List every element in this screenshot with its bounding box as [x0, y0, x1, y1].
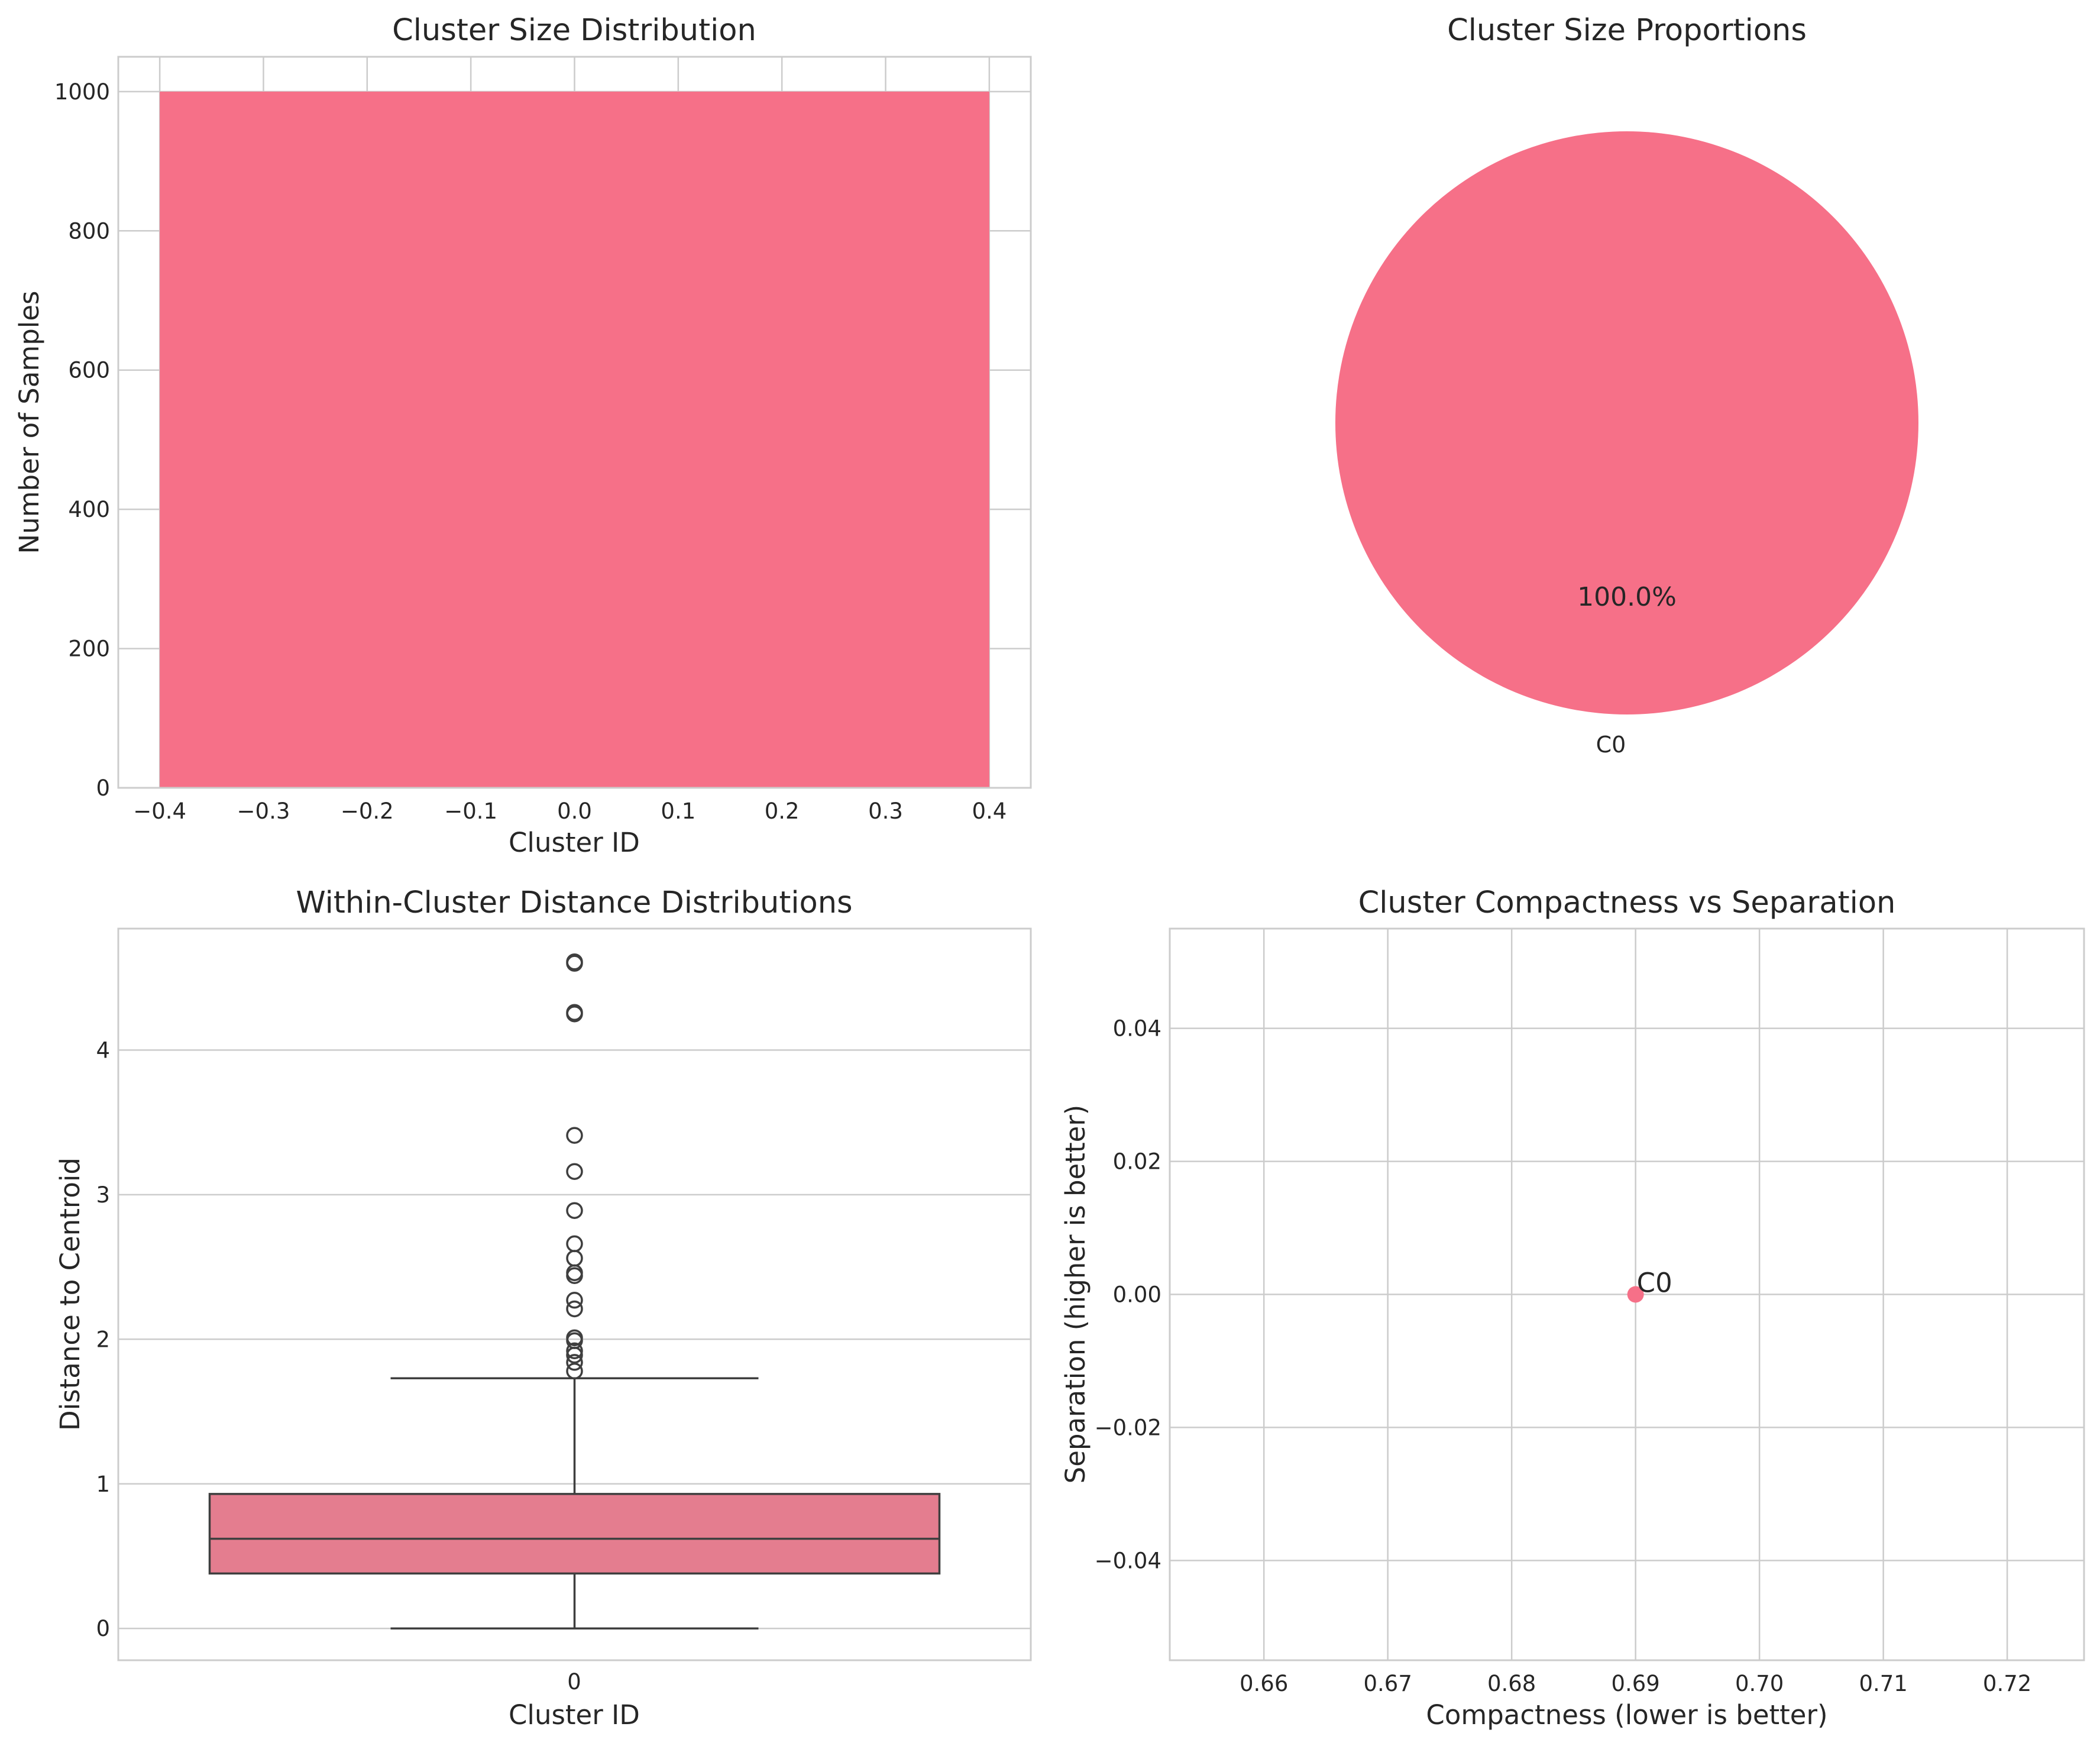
- box-plot-frame: [117, 927, 1032, 1661]
- bar-chart-xtick-label: 0.1: [661, 798, 695, 824]
- scatter-point-label: C0: [1637, 1268, 1672, 1299]
- bar-chart-xtick-label: −0.2: [341, 798, 394, 824]
- bar-chart-xlabel: Cluster ID: [509, 827, 640, 858]
- box-iqr: [208, 1493, 941, 1575]
- bar-chart-ylabel: Number of Samples: [14, 291, 45, 554]
- scatter-title: Cluster Compactness vs Separation: [1358, 885, 1896, 920]
- box-outlier-point: [566, 1004, 583, 1021]
- scatter-ytick-label: 0.02: [1113, 1149, 1161, 1175]
- bar-chart-frame: [117, 56, 1032, 789]
- scatter-ytick-label: −0.02: [1095, 1415, 1161, 1440]
- bar-chart-title: Cluster Size Distribution: [392, 13, 756, 48]
- pie-slice-c0: [1335, 131, 1918, 714]
- scatter-xtick-label: 0.69: [1611, 1671, 1659, 1696]
- box-plot-ytick-label: 1: [96, 1472, 110, 1497]
- scatter-xtick-label: 0.70: [1735, 1671, 1784, 1696]
- bar-chart-xtick-label: −0.4: [133, 798, 186, 824]
- bar-chart-xtick-label: −0.3: [237, 798, 290, 824]
- scatter-ytick-label: 0.04: [1113, 1016, 1161, 1042]
- bar-chart-ytick-label: 600: [68, 358, 110, 383]
- bar-chart-ytick-label: 800: [68, 218, 110, 244]
- box-outlier-point: [566, 1300, 583, 1318]
- scatter-frame: [1169, 927, 2085, 1661]
- bar-chart-ytick-label: 200: [68, 636, 110, 662]
- bar-chart-xtick-label: −0.1: [444, 798, 497, 824]
- box-plot-ytick-label: 3: [96, 1182, 110, 1208]
- pie-slice-label: C0: [1596, 732, 1626, 758]
- scatter-ylabel: Separation (higher is better): [1060, 1105, 1091, 1484]
- bar-chart-xtick-label: 0.4: [972, 798, 1007, 824]
- box-outlier-point: [566, 1163, 583, 1180]
- scatter-ytick-label: −0.04: [1095, 1548, 1161, 1573]
- bar-chart-ytick-label: 1000: [54, 79, 110, 105]
- box-plot-xtick-0: 0: [567, 1669, 581, 1695]
- scatter-panel: C0 0.66 0.67 0.68 0.69 0.70 0.71 0.72 0.04 0.02 0…: [1060, 885, 2085, 1731]
- box-plot-ytick-label: 0: [96, 1616, 110, 1641]
- box-plot-panel: 0 1 2 3 4 Within-Cluster Distance Distributi…: [54, 885, 1032, 1731]
- pie-chart-panel: 100.0% C0 Cluster Size Proportions: [1335, 13, 1918, 758]
- box-outlier-point: [566, 953, 583, 971]
- box-plot-ylabel: Distance to Centroid: [54, 1157, 86, 1431]
- scatter-xtick-label: 0.68: [1487, 1671, 1536, 1696]
- scatter-xtick-label: 0.72: [1983, 1671, 2031, 1696]
- pie-chart-title: Cluster Size Proportions: [1447, 13, 1807, 48]
- bar-chart-xtick-label: 0.2: [765, 798, 800, 824]
- bar-chart-xtick-label: 0.0: [557, 798, 592, 824]
- box-outlier-point: [566, 1202, 583, 1219]
- scatter-xtick-label: 0.66: [1240, 1671, 1288, 1696]
- pie-autopct-label: 100.0%: [1577, 582, 1677, 612]
- box-outlier-point: [566, 1354, 583, 1371]
- box-outlier-point: [566, 1342, 583, 1360]
- bar-chart-panel: −0.4 −0.3 −0.2 −0.1 0.0 0.1 0.2 0.3 0.4 0 200 400 60…: [14, 13, 1032, 858]
- bar-chart-xtick-label: 0.3: [868, 798, 903, 824]
- box-outlier-point: [566, 1235, 583, 1253]
- scatter-xtick-label: 0.71: [1859, 1671, 1907, 1696]
- box-outlier-point: [566, 1127, 583, 1144]
- box-outlier-point: [566, 1329, 583, 1347]
- box-plot-title: Within-Cluster Distance Distributions: [296, 885, 852, 920]
- bar-chart-ytick-label: 0: [96, 775, 110, 801]
- box-outlier-point: [566, 1292, 583, 1309]
- box-outlier-point: [566, 1362, 583, 1380]
- bar-chart-ytick-label: 400: [68, 497, 110, 522]
- box-plot-ytick-label: 2: [96, 1327, 110, 1352]
- bar-cluster-0: [160, 91, 989, 788]
- scatter-xtick-label: 0.67: [1363, 1671, 1412, 1696]
- box-plot-ytick-label: 4: [96, 1037, 110, 1063]
- scatter-ytick-label: 0.00: [1113, 1282, 1161, 1308]
- scatter-xlabel: Compactness (lower is better): [1426, 1699, 1827, 1731]
- scatter-point-c0: [1627, 1286, 1644, 1303]
- box-plot-xlabel: Cluster ID: [509, 1699, 640, 1731]
